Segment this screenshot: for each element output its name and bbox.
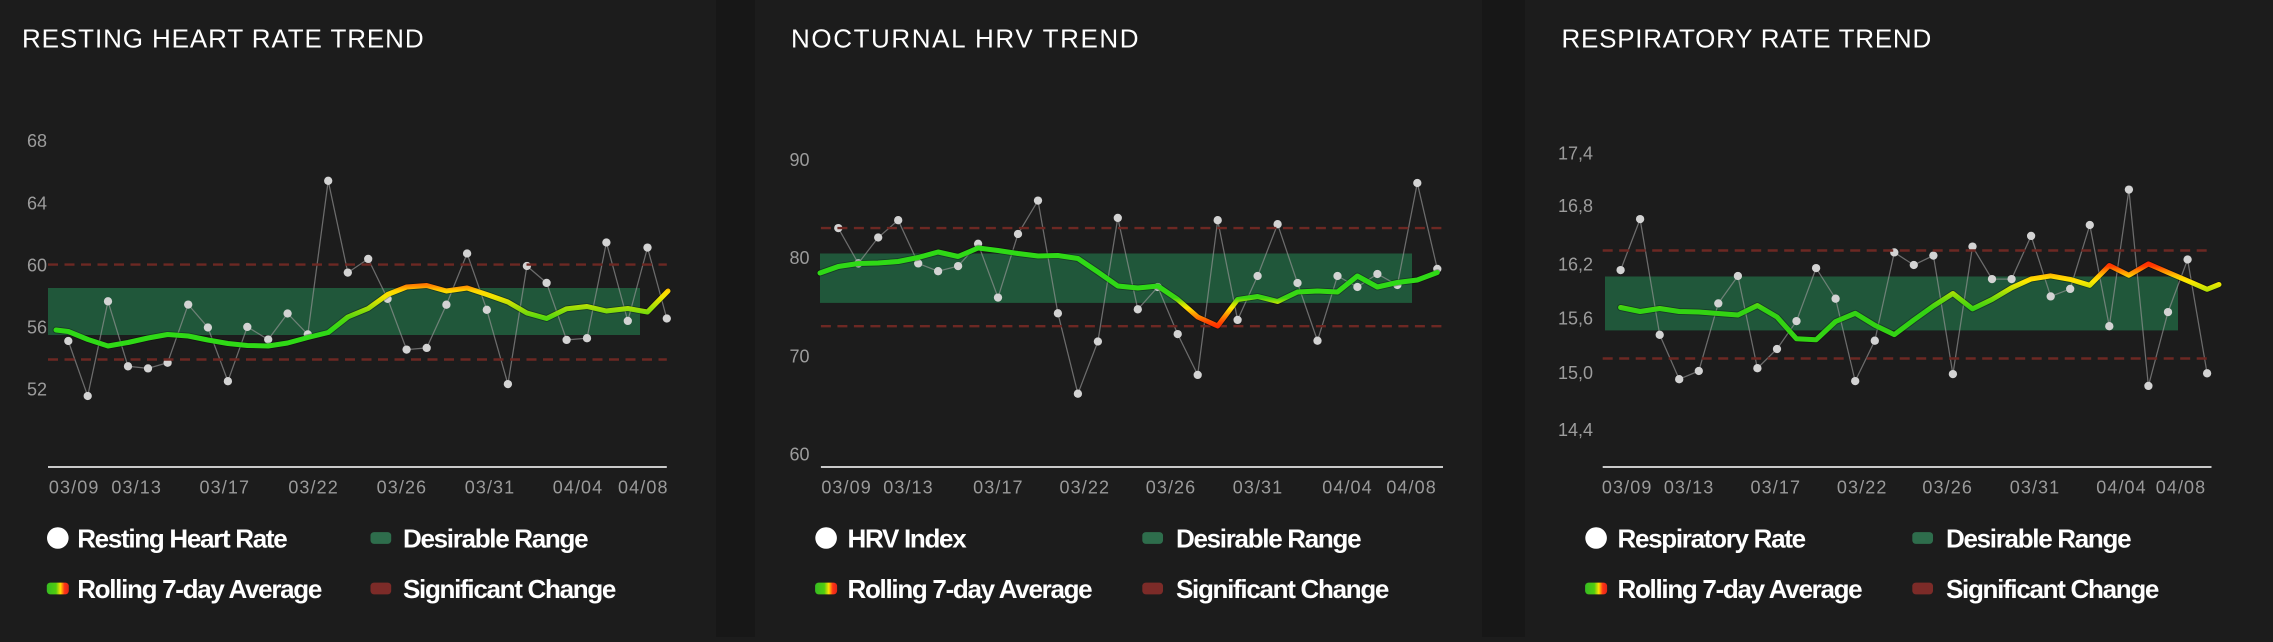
svg-text:03/26: 03/26 [1146,478,1197,498]
svg-text:RESPIRATORY RATE TREND: RESPIRATORY RATE TREND [1562,24,1932,54]
svg-text:90: 90 [789,150,809,170]
svg-text:Respiratory Rate: Respiratory Rate [1618,524,1806,554]
svg-text:16,8: 16,8 [1558,196,1593,216]
svg-text:03/22: 03/22 [1060,478,1111,498]
svg-text:Resting Heart Rate: Resting Heart Rate [77,524,287,554]
svg-text:03/17: 03/17 [200,478,251,498]
svg-text:03/31: 03/31 [2010,478,2061,498]
svg-text:03/09: 03/09 [821,478,872,498]
svg-text:04/08: 04/08 [2156,478,2207,498]
svg-text:80: 80 [789,248,809,268]
svg-text:04/08: 04/08 [618,478,669,498]
svg-text:NOCTURNAL HRV TREND: NOCTURNAL HRV TREND [791,24,1140,54]
svg-text:03/13: 03/13 [1664,478,1715,498]
svg-text:03/26: 03/26 [1922,478,1973,498]
svg-text:60: 60 [27,255,47,275]
svg-text:03/17: 03/17 [1751,478,1802,498]
svg-text:03/13: 03/13 [883,478,934,498]
svg-text:03/31: 03/31 [465,478,516,498]
svg-text:Desirable Range: Desirable Range [1176,524,1361,554]
svg-text:Significant Change: Significant Change [1176,574,1389,604]
svg-text:04/04: 04/04 [1322,478,1373,498]
svg-text:03/13: 03/13 [111,478,162,498]
svg-text:15,0: 15,0 [1558,363,1593,383]
svg-text:Significant Change: Significant Change [1946,574,2159,604]
svg-text:Rolling 7-day Average: Rolling 7-day Average [77,574,322,604]
svg-text:03/31: 03/31 [1233,478,1284,498]
svg-text:04/04: 04/04 [553,478,604,498]
svg-text:03/09: 03/09 [1602,478,1653,498]
svg-text:16,2: 16,2 [1558,254,1593,274]
svg-text:HRV Index: HRV Index [848,524,968,554]
svg-text:15,6: 15,6 [1558,309,1593,329]
svg-text:60: 60 [789,445,809,465]
svg-text:03/26: 03/26 [377,478,428,498]
svg-text:RESTING HEART RATE TREND: RESTING HEART RATE TREND [22,24,425,54]
svg-text:Desirable Range: Desirable Range [403,524,588,554]
svg-text:56: 56 [27,318,47,338]
svg-text:68: 68 [27,131,47,151]
svg-text:Rolling 7-day Average: Rolling 7-day Average [848,574,1093,604]
svg-text:52: 52 [27,380,47,400]
svg-text:70: 70 [789,346,809,366]
svg-text:17,4: 17,4 [1558,144,1593,164]
svg-text:03/17: 03/17 [973,478,1024,498]
svg-text:04/04: 04/04 [2096,478,2147,498]
svg-text:03/22: 03/22 [288,478,339,498]
svg-text:03/09: 03/09 [49,478,100,498]
svg-text:Desirable Range: Desirable Range [1946,524,2131,554]
svg-text:04/08: 04/08 [1386,478,1437,498]
svg-text:64: 64 [27,193,47,213]
svg-text:03/22: 03/22 [1837,478,1888,498]
svg-text:14,4: 14,4 [1558,420,1593,440]
svg-text:Significant Change: Significant Change [403,574,616,604]
svg-text:Rolling 7-day Average: Rolling 7-day Average [1618,574,1863,604]
